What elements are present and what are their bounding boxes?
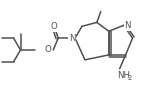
Text: O: O: [51, 22, 58, 31]
Text: NH: NH: [117, 71, 130, 80]
Text: N: N: [125, 21, 131, 30]
Text: O: O: [45, 45, 52, 55]
Text: N: N: [69, 34, 75, 43]
Text: 2: 2: [128, 75, 132, 81]
